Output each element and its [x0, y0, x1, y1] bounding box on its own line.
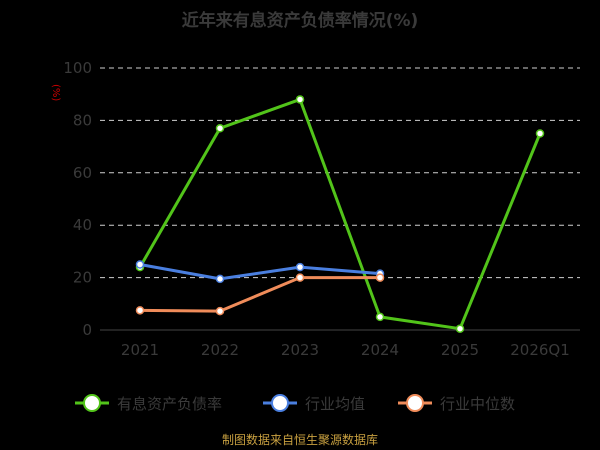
x-tick-label: 2023	[281, 341, 319, 359]
data-point	[215, 124, 225, 133]
data-point	[455, 324, 465, 333]
data-point	[375, 312, 385, 322]
y-axis-ticks: 0 20 40 60 80 100	[63, 59, 92, 339]
data-point	[215, 306, 225, 316]
legend-marker	[406, 394, 424, 412]
data-point	[215, 274, 225, 284]
y-tick-label: 100	[63, 59, 92, 77]
y-tick-label: 80	[73, 111, 92, 129]
series-line-1	[139, 263, 381, 281]
legend-marker	[83, 394, 101, 412]
series-line-0	[138, 97, 542, 331]
legend-label: 有息资产负债率	[117, 395, 222, 413]
source-footer: 制图数据来自恒生聚源数据库	[221, 433, 378, 447]
x-axis-ticks: 2021 2022 2023 2024 2025 2026Q1	[121, 341, 570, 359]
x-tick-label: 2026Q1	[510, 341, 570, 359]
x-tick-label: 2021	[121, 341, 159, 359]
y-tick-label: 60	[73, 164, 92, 182]
legend: 有息资产负债率 行业均值 行业中位数	[75, 394, 515, 413]
data-point	[535, 129, 545, 138]
legend-label: 行业中位数	[440, 395, 515, 413]
y-axis-unit-label: (%)	[50, 84, 61, 102]
legend-marker	[271, 394, 289, 412]
x-tick-label: 2025	[441, 341, 479, 359]
data-point	[375, 273, 385, 282]
y-tick-label: 40	[73, 216, 92, 234]
x-tick-label: 2022	[201, 341, 239, 359]
data-point	[295, 262, 305, 272]
x-tick-label: 2024	[361, 341, 399, 359]
data-point	[135, 306, 145, 315]
data-point	[295, 95, 305, 104]
y-tick-label: 20	[73, 269, 92, 287]
legend-label: 行业均值	[305, 395, 365, 413]
data-point	[135, 260, 145, 269]
series-line-2	[139, 276, 380, 313]
series-lines	[135, 95, 545, 333]
grid-lines	[100, 67, 580, 331]
chart-title: 近年来有息资产负债率情况(%)	[181, 11, 419, 31]
data-point	[295, 273, 305, 282]
y-tick-label: 0	[82, 321, 92, 339]
